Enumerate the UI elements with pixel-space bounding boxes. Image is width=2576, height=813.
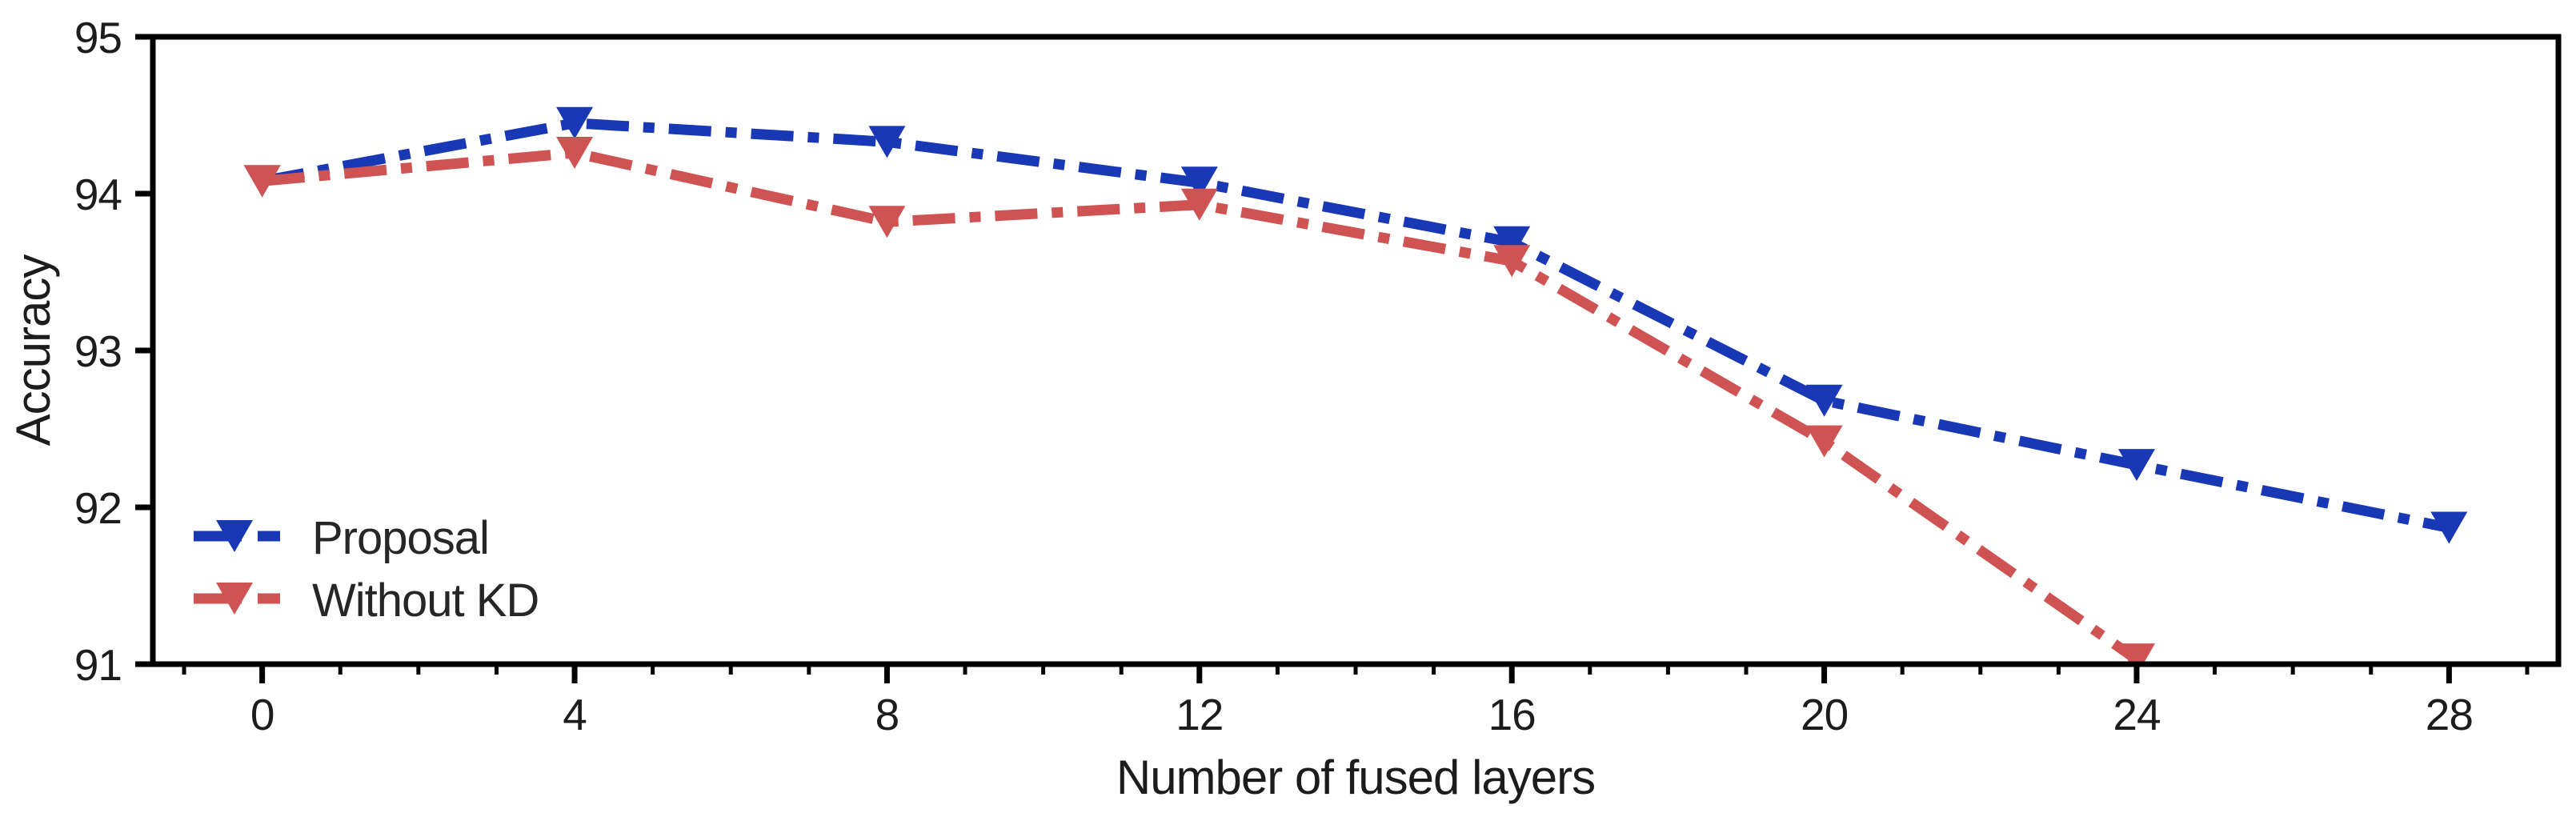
series-marker-proposal-x4: [556, 106, 594, 139]
x-tick-label-24: 24: [2113, 690, 2160, 739]
series-marker-without-kd-x4: [556, 137, 594, 170]
x-axis-title: Number of fused layers: [1116, 751, 1595, 804]
series-marker-without-kd-x12: [1180, 188, 1218, 221]
x-tick-label-28: 28: [2426, 690, 2473, 739]
series-marker-proposal-x12: [1180, 166, 1218, 199]
series-marker-without-kd-x24: [2117, 643, 2155, 664]
tick-labels-layer: 0 4 8 12 16 20 24 28 91 92 93 94 95: [74, 13, 2474, 739]
x-tick-label-20: 20: [1801, 690, 1848, 739]
series-marker-without-kd-x0: [243, 165, 281, 198]
plot-background: [153, 37, 2558, 664]
x-tick-label-12: 12: [1176, 690, 1223, 739]
series-marker-without-kd-x8: [868, 206, 906, 238]
series-marker-proposal-x24: [2117, 449, 2155, 482]
x-tick-label-8: 8: [875, 690, 899, 739]
series-marker-proposal-x28: [2430, 511, 2468, 544]
legend-label-proposal: Proposal: [312, 512, 489, 564]
x-tick-label-0: 0: [250, 690, 274, 739]
y-tick-label-94: 94: [74, 170, 122, 219]
series-layer: [243, 106, 2468, 664]
series-line-proposal: [261, 118, 2450, 533]
series-marker-proposal-x8: [868, 126, 906, 158]
y-tick-label-93: 93: [74, 326, 122, 376]
y-tick-label-92: 92: [74, 483, 122, 533]
legend-sample-marker-proposal: [216, 520, 253, 552]
y-tick-label-91: 91: [74, 640, 122, 690]
axes-frame: [150, 34, 2562, 667]
x-tick-label-16: 16: [1488, 690, 1536, 739]
y-tick-label-95: 95: [74, 13, 122, 62]
legend-label-without-kd: Without KD: [312, 575, 539, 627]
series-marker-proposal-x20: [1805, 384, 1843, 417]
legend: Proposal Without KD: [194, 512, 539, 627]
legend-sample-marker-without-kd: [216, 583, 253, 615]
series-marker-proposal-x16: [1493, 226, 1531, 258]
series-marker-without-kd-x20: [1805, 425, 1843, 458]
legend-samples: [194, 520, 280, 615]
series-marker-without-kd-x16: [1493, 245, 1531, 278]
x-tick-label-4: 4: [563, 690, 587, 739]
y-axis-title: Accuracy: [6, 254, 60, 447]
